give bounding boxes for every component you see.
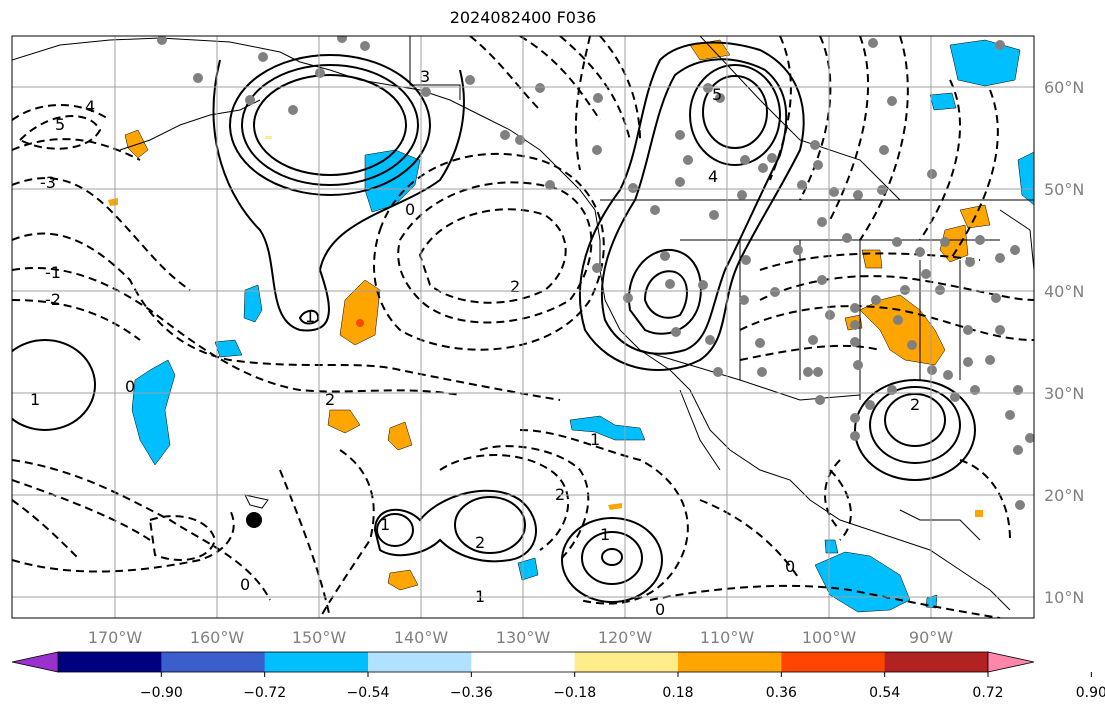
latitude-label: 30°N: [1044, 384, 1084, 403]
colorbar-cell: [884, 652, 989, 672]
contour-label: 4: [708, 167, 718, 186]
map-title: 2024082400 F036: [449, 8, 597, 27]
colorbar-cell: [161, 652, 266, 672]
colorbar-min-arrow: [11, 651, 59, 673]
latitude-label: 20°N: [1044, 486, 1084, 505]
contour-label: 0: [405, 200, 415, 219]
station-markers: [157, 36, 1034, 510]
latitude-label: 50°N: [1044, 180, 1084, 199]
negative-contours: [12, 36, 1034, 618]
contour-label: 3: [420, 67, 430, 86]
contour-label: 0: [125, 377, 135, 396]
longitude-label: 100°W: [802, 628, 857, 647]
longitude-label: 170°W: [88, 628, 143, 647]
contour-label: -1: [45, 263, 61, 282]
contour-label: 2: [325, 390, 335, 409]
contour-label: 1: [600, 525, 610, 544]
contour-label: 0: [655, 600, 665, 619]
longitude-label: 120°W: [598, 628, 653, 647]
longitude-label: 130°W: [496, 628, 551, 647]
colorbar-tick-label: −0.72: [243, 685, 286, 701]
contour-label: 5: [55, 115, 65, 134]
contour-label: 4: [85, 97, 95, 116]
colorbar-max-arrow: [987, 651, 1035, 673]
latitude-label: 10°N: [1044, 588, 1084, 607]
colorbar-cell: [678, 652, 782, 672]
positive-contours: [12, 41, 976, 603]
colorbar-tick-label: −0.36: [450, 685, 493, 701]
contour-label: -2: [45, 290, 61, 309]
latitude-label: 60°N: [1044, 78, 1084, 97]
longitude-label: 110°W: [700, 628, 755, 647]
latitude-axis: 60°N 50°N 40°N 30°N 20°N 10°N: [1044, 78, 1084, 607]
colorbar-cell: [264, 652, 369, 672]
longitude-label: 140°W: [394, 628, 449, 647]
contour-label: 0: [785, 557, 795, 576]
highlight-marker: [246, 512, 262, 528]
colorbar-cell: [368, 652, 472, 672]
colorbar-tick-label: 0.72: [972, 685, 1003, 701]
colorbar-cell: [574, 652, 679, 672]
colorbar-cell: [781, 652, 886, 672]
colorbar-cell: [471, 652, 576, 672]
contour-label: 2: [910, 395, 920, 414]
contour-label: 0: [240, 575, 250, 594]
longitude-label: 160°W: [190, 628, 245, 647]
contour-label: -3: [40, 173, 56, 192]
colorbar-cell: [58, 652, 162, 672]
graticule: [12, 36, 1034, 618]
longitude-axis: 170°W 160°W 150°W 140°W 130°W 120°W 110°…: [88, 628, 953, 647]
contour-label: 1: [30, 390, 40, 409]
colorbar-tick-label: 0.36: [766, 685, 797, 701]
colorbar-tick-label: −0.90: [140, 685, 183, 701]
contour-label: 5: [712, 85, 722, 104]
colorbar-tick-label: −0.54: [347, 685, 390, 701]
contour-label: 1: [590, 430, 600, 449]
longitude-label: 90°W: [909, 628, 953, 647]
colorbar: −0.90 −0.72 −0.54 −0.36 −0.18 0.18 0.36 0.54 0.7…: [11, 651, 1105, 701]
anomaly-shading: [108, 39, 1034, 613]
contour-label: 1: [305, 307, 315, 326]
colorbar-tick-label: 0.54: [869, 685, 900, 701]
contour-label: 1: [380, 515, 390, 534]
map-border: [11, 35, 1035, 619]
longitude-label: 150°W: [292, 628, 347, 647]
colorbar-tick-label: −0.18: [553, 685, 596, 701]
contour-label: 2: [475, 533, 485, 552]
colorbar-tick-label: 0.90: [1076, 685, 1105, 701]
latitude-label: 40°N: [1044, 282, 1084, 301]
contour-label: 2: [510, 277, 520, 296]
colorbar-tick-label: 0.18: [662, 685, 693, 701]
